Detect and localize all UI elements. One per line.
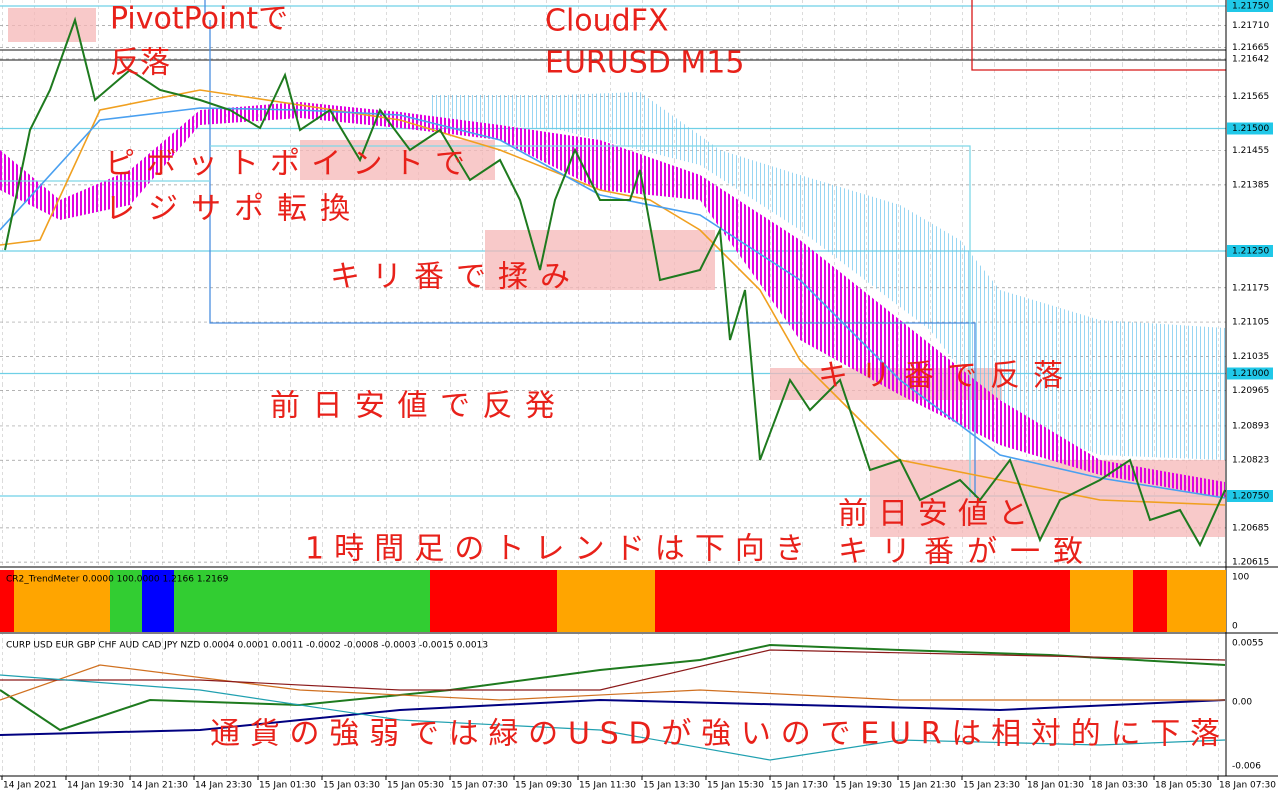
price-label: 1.21105 bbox=[1232, 318, 1269, 328]
price-label: 1.20750 bbox=[1232, 492, 1269, 502]
annotation: 反落 bbox=[110, 46, 170, 81]
price-label: 1.21455 bbox=[1232, 146, 1269, 156]
scale-label: -0.006 bbox=[1232, 762, 1261, 772]
time-label: 15 Jan 21:30 bbox=[899, 781, 956, 791]
level-lines bbox=[0, 0, 1226, 497]
time-label: 15 Jan 09:30 bbox=[515, 781, 572, 791]
price-label: 1.21175 bbox=[1232, 283, 1269, 293]
time-label: 18 Jan 03:30 bbox=[1091, 781, 1148, 791]
annotation: 前日安値で反発 bbox=[270, 389, 555, 424]
price-label: 1.21385 bbox=[1232, 180, 1269, 190]
annotation: PivotPointで bbox=[110, 2, 288, 37]
price-highlight bbox=[1227, 367, 1273, 380]
annotation: 前日安値と bbox=[838, 497, 1028, 532]
annotation: 通貨の強弱では緑のUSDが強いのでEURは相対的に下落 bbox=[210, 717, 1220, 752]
annotation: 1時間足のトレンドは下向き bbox=[305, 532, 805, 567]
ichimoku-cloud bbox=[0, 102, 1225, 498]
scale-label: 0 bbox=[1232, 622, 1238, 632]
scale-label: 100 bbox=[1232, 573, 1249, 583]
time-label: 15 Jan 11:30 bbox=[579, 781, 636, 791]
time-label: 15 Jan 07:30 bbox=[451, 781, 508, 791]
time-label: 15 Jan 01:30 bbox=[259, 781, 316, 791]
price-label: 1.21000 bbox=[1232, 369, 1269, 379]
price-label: 1.21565 bbox=[1232, 92, 1269, 102]
annotation: CloudFX bbox=[545, 4, 669, 39]
price-highlight bbox=[1227, 245, 1273, 257]
time-label: 15 Jan 17:30 bbox=[771, 781, 828, 791]
time-label: 14 Jan 19:30 bbox=[67, 781, 124, 791]
time-label: 15 Jan 23:30 bbox=[963, 781, 1020, 791]
time-label: 14 Jan 2021 bbox=[3, 781, 57, 791]
price-label: 1.20823 bbox=[1232, 456, 1269, 466]
annotation: ピボットポイントで bbox=[105, 147, 465, 182]
scale-label: 0.0055 bbox=[1232, 639, 1264, 649]
price-lines bbox=[0, 16, 1226, 548]
time-label: 15 Jan 19:30 bbox=[835, 781, 892, 791]
time-label: 18 Jan 01:30 bbox=[1027, 781, 1084, 791]
time-label: 18 Jan 07:30 bbox=[1219, 781, 1276, 791]
scale-label: 0.00 bbox=[1232, 698, 1252, 708]
cloud bbox=[430, 92, 1225, 460]
time-label: 15 Jan 13:30 bbox=[643, 781, 700, 791]
trend-meter: CR2_TrendMeter 0.0000 100.0000 1.2166 1.… bbox=[0, 566, 1278, 634]
price-highlight bbox=[1227, 0, 1273, 12]
indicator-label: CURP USD EUR GBP CHF AUD CAD JPY NZD 0.0… bbox=[6, 641, 488, 651]
price-label: 1.21750 bbox=[1232, 2, 1269, 12]
currency-meter: CURP USD EUR GBP CHF AUD CAD JPY NZD 0.0… bbox=[0, 634, 1278, 777]
price-label: 1.21500 bbox=[1232, 124, 1269, 134]
time-label: 14 Jan 21:30 bbox=[131, 781, 188, 791]
price-label: 1.20893 bbox=[1232, 421, 1269, 431]
time-label: 18 Jan 05:30 bbox=[1155, 781, 1212, 791]
price-highlight bbox=[1227, 122, 1273, 135]
price-label: 1.21642 bbox=[1232, 54, 1269, 64]
price-label: 1.21665 bbox=[1232, 43, 1269, 53]
price-label: 1.20685 bbox=[1232, 523, 1269, 533]
price-label: 1.21710 bbox=[1232, 21, 1269, 31]
time-label: 15 Jan 05:30 bbox=[387, 781, 444, 791]
annotation: EURUSD M15 bbox=[545, 46, 744, 81]
price-label: 1.20965 bbox=[1232, 386, 1269, 396]
time-axis: 14 Jan 2021 14 Jan 19:30 14 Jan 21:30 14 Ja… bbox=[1, 776, 1276, 791]
indicator-label: CR2_TrendMeter 0.0000 100.0000 1.2166 1.… bbox=[6, 575, 229, 585]
time-label: 15 Jan 03:30 bbox=[323, 781, 380, 791]
price-label: 1.20615 bbox=[1232, 558, 1269, 568]
main-chart: PivotPointで 反落 CloudFX EURUSD M15 ピボットポイ… bbox=[0, 0, 1226, 570]
time-label: 14 Jan 23:30 bbox=[195, 781, 252, 791]
price-label: 1.21035 bbox=[1232, 352, 1269, 362]
price-highlight bbox=[1227, 490, 1273, 502]
time-label: 15 Jan 15:30 bbox=[707, 781, 764, 791]
price-label: 1.21250 bbox=[1232, 247, 1269, 257]
